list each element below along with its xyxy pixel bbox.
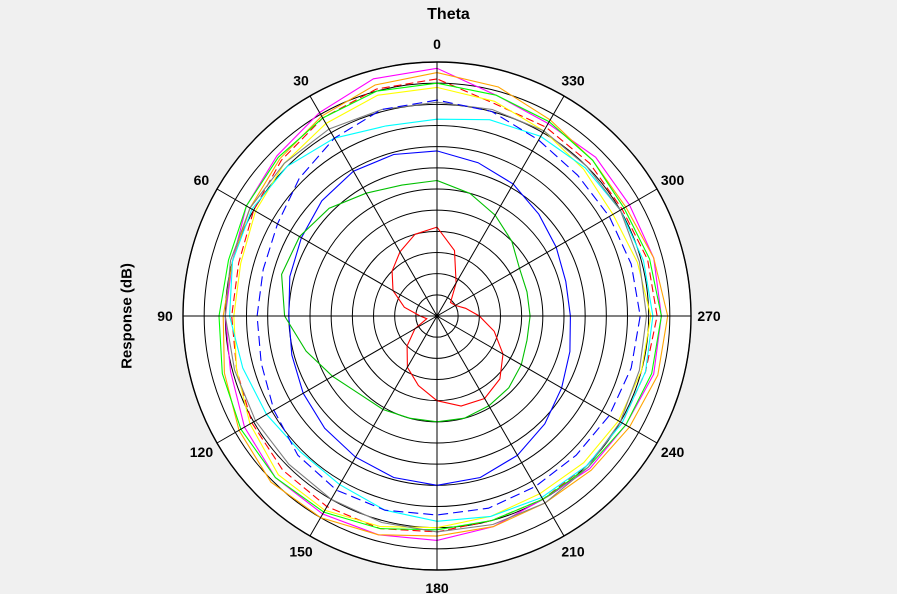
angle-tick-label: 180: [425, 580, 449, 594]
chart-title: Theta: [427, 6, 470, 23]
angle-tick-labels: 0 30 60 90 120 150 180 210 240 270 300 330: [157, 36, 721, 594]
angle-tick-label: 330: [561, 72, 585, 88]
spoke-layer: [183, 62, 691, 570]
spoke-300: [436, 188, 658, 317]
spoke-60: [216, 188, 438, 317]
spoke-30: [309, 95, 438, 317]
angle-tick-label: 120: [190, 444, 214, 460]
spoke-240: [436, 315, 658, 444]
angle-tick-label: 240: [661, 444, 685, 460]
angle-tick-label: 60: [194, 172, 210, 188]
spoke-210: [436, 315, 565, 537]
spoke-150: [309, 315, 438, 537]
angle-tick-label: 300: [661, 172, 685, 188]
angle-tick-label: 30: [293, 72, 309, 88]
spoke-330: [436, 95, 565, 317]
angle-tick-label: 90: [157, 308, 173, 324]
angle-tick-label: 150: [289, 544, 313, 560]
angle-tick-label: 0: [433, 36, 441, 52]
angle-tick-label: 270: [697, 308, 721, 324]
spoke-120: [216, 315, 438, 444]
angle-tick-label: 210: [561, 544, 585, 560]
